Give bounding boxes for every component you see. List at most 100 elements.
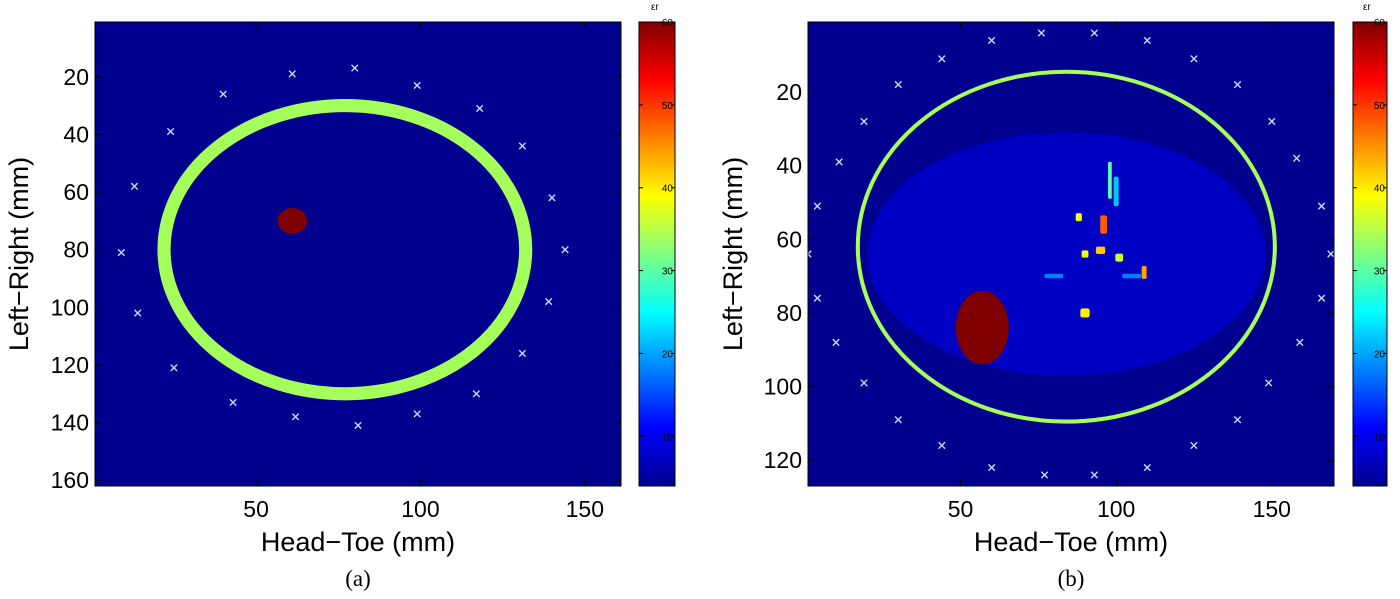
y-tick-label: 160 xyxy=(51,467,89,493)
colorbar-tick-label: 10 xyxy=(1374,432,1386,443)
antenna-marker xyxy=(1190,441,1198,450)
fibroglandular-spot xyxy=(1075,213,1082,222)
antenna-marker xyxy=(1268,117,1276,126)
heatmap-a-ylabel: Left−Right (mm) xyxy=(4,157,34,351)
antenna-marker xyxy=(1233,80,1242,89)
skin-layer-ring xyxy=(157,99,533,401)
colorbar-tick-label: 20 xyxy=(1374,349,1386,360)
antenna-marker xyxy=(518,349,527,358)
antenna-marker xyxy=(1296,338,1304,347)
fibroglandular-spot xyxy=(1113,176,1119,207)
antenna-marker xyxy=(938,441,946,450)
x-tick-label: 50 xyxy=(243,496,269,522)
antenna-marker xyxy=(413,410,421,418)
antenna-marker xyxy=(987,463,996,472)
antenna-marker xyxy=(544,297,553,306)
heatmap-b-caption: (b) xyxy=(1058,566,1085,591)
fibroglandular-spot xyxy=(1141,265,1147,279)
antenna-marker xyxy=(1037,29,1046,37)
colorbar-b-gradient xyxy=(1352,21,1388,487)
antenna-marker xyxy=(860,379,868,387)
antenna-marker xyxy=(1317,294,1326,302)
antenna-marker xyxy=(1292,154,1301,162)
panel-b: 50 100 150 20 40 60 80 100 120 Head−Toe (mm) Lef… xyxy=(718,2,1388,591)
antenna-marker xyxy=(1143,463,1151,472)
colorbar-a-ticks: 10 20 30 40 50 60 xyxy=(639,18,675,443)
antenna-marker xyxy=(1090,471,1099,479)
antenna-marker xyxy=(130,182,139,190)
heatmap-b-frame xyxy=(807,21,1335,487)
antenna-marker xyxy=(808,250,812,258)
antenna-marker xyxy=(987,36,996,45)
antenna-marker xyxy=(1143,36,1151,45)
antenna-marker xyxy=(832,338,840,347)
antenna-marker xyxy=(835,158,843,166)
fibroglandular-spot xyxy=(1108,161,1112,199)
tumor-region xyxy=(955,290,1009,365)
x-tick-label: 100 xyxy=(401,496,439,522)
colorbar-b-label: εr xyxy=(1363,2,1371,13)
antenna-marker xyxy=(813,202,822,210)
fibroglandular-spot xyxy=(1080,308,1090,318)
antenna-marker xyxy=(548,194,556,202)
antenna-marker xyxy=(860,117,868,126)
antenna-marker xyxy=(1317,202,1326,210)
x-tick-label: 100 xyxy=(1097,496,1135,522)
y-tick-label: 80 xyxy=(776,300,802,326)
antenna-marker xyxy=(813,294,822,302)
heatmap-a-ticks: 50 100 150 20 40 60 80 100 120 140 160 xyxy=(51,22,621,522)
colorbar-tick-label: 40 xyxy=(1374,184,1386,195)
heatmap-b-layers xyxy=(808,29,1334,479)
antenna-marker xyxy=(894,416,902,424)
colorbar-a: 10 20 30 40 50 60 εr xyxy=(638,2,676,487)
colorbar-tick-label: 20 xyxy=(662,349,674,360)
colorbar-a-gradient xyxy=(638,21,676,487)
antenna-marker xyxy=(1233,416,1242,424)
heatmap-a-xlabel: Head−Toe (mm) xyxy=(261,527,455,557)
heatmap-a-frame xyxy=(94,21,622,487)
antenna-marker xyxy=(894,80,902,89)
x-tick-label: 50 xyxy=(948,496,974,522)
antenna-marker xyxy=(1327,250,1334,258)
colorbar-tick-label: 10 xyxy=(662,432,674,443)
antenna-marker xyxy=(1190,55,1198,63)
y-tick-label: 40 xyxy=(776,153,802,179)
heatmap-b-xlabel: Head−Toe (mm) xyxy=(974,527,1168,557)
colorbar-tick-label: 50 xyxy=(662,101,674,112)
antenna-marker xyxy=(166,127,175,136)
antenna-marker xyxy=(938,55,946,63)
y-tick-label: 80 xyxy=(63,237,89,263)
y-tick-label: 140 xyxy=(51,410,89,436)
colorbar-tick-label: 50 xyxy=(1374,101,1386,112)
fibroglandular-spot xyxy=(1115,253,1124,262)
antenna-marker xyxy=(561,245,569,254)
antenna-marker xyxy=(288,70,296,78)
antenna-marker xyxy=(351,64,359,72)
y-tick-label: 100 xyxy=(51,294,89,320)
colorbar-b: 10 20 30 40 50 60 εr xyxy=(1352,2,1388,487)
antenna-marker xyxy=(1264,379,1273,387)
tumor-region xyxy=(277,207,308,234)
heatmap-a-background xyxy=(95,22,621,486)
fibroglandular-spot xyxy=(1044,273,1064,279)
antenna-marker xyxy=(354,421,362,430)
antenna-marker xyxy=(1090,29,1099,37)
y-tick-label: 120 xyxy=(764,447,802,473)
antenna-marker xyxy=(472,390,481,398)
colorbar-tick-label: 60 xyxy=(662,18,674,29)
y-tick-label: 120 xyxy=(51,352,89,378)
antenna-marker xyxy=(219,90,227,98)
panel-a: 50 100 150 20 40 60 80 100 120 140 160 Head−Toe (m… xyxy=(4,2,676,591)
colorbar-tick-label: 60 xyxy=(1374,18,1386,29)
antenna-marker xyxy=(475,104,484,113)
x-tick-label: 150 xyxy=(566,496,604,522)
y-tick-label: 100 xyxy=(764,374,802,400)
y-tick-label: 60 xyxy=(776,226,802,252)
antenna-marker xyxy=(413,81,421,90)
antenna-marker xyxy=(518,142,527,150)
y-tick-label: 40 xyxy=(63,121,89,147)
y-tick-label: 20 xyxy=(63,64,89,90)
heatmap-b-ticks: 50 100 150 20 40 60 80 100 120 xyxy=(764,22,1334,522)
fatty-tissue-region xyxy=(867,132,1266,376)
